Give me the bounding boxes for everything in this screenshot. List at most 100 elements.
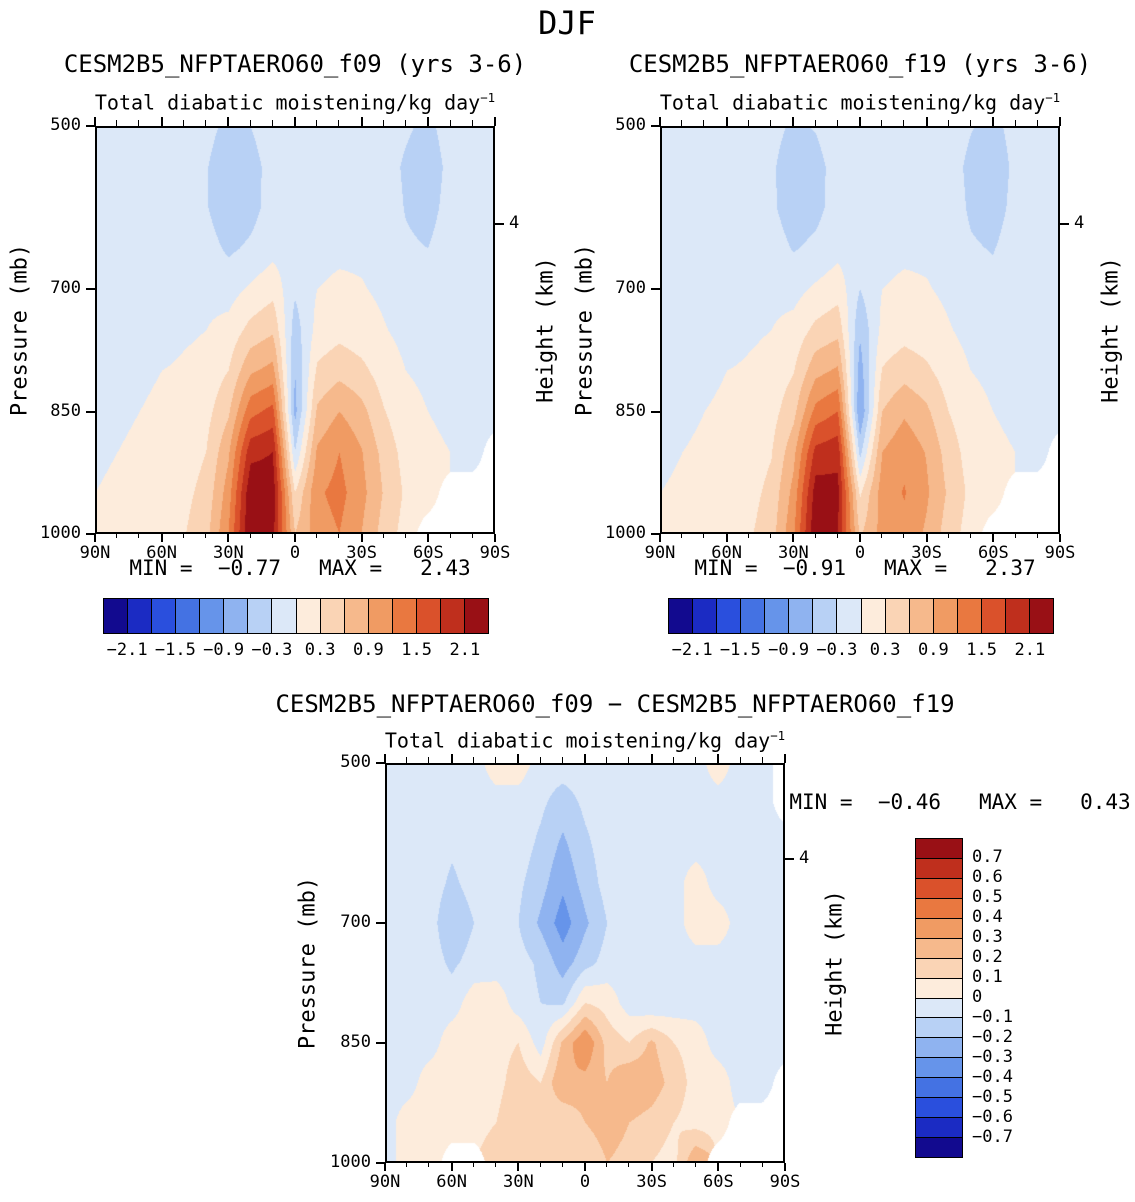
pressure-tick-mark bbox=[651, 533, 660, 535]
colorbar-tick-label: 0.3 bbox=[869, 640, 901, 660]
lat-tick-mark bbox=[925, 534, 928, 542]
lat-tick-mark bbox=[406, 1163, 408, 1167]
colorbar-tick-label: −2.1 bbox=[106, 640, 148, 660]
colorbar-tick-label: −0.4 bbox=[972, 1067, 1013, 1087]
colorbar-cell bbox=[915, 857, 963, 879]
x-tick-label: 60S bbox=[412, 543, 444, 563]
y-tick-label: 700 bbox=[615, 278, 646, 299]
height-tick-label: 4 bbox=[1074, 212, 1085, 233]
colorbar-tick-label: −0.3 bbox=[816, 640, 858, 660]
lat-tick-mark bbox=[761, 1163, 763, 1167]
height-axis-title: Height (km) bbox=[1098, 257, 1124, 403]
colorbar-cell bbox=[915, 1037, 963, 1059]
lat-tick-mark bbox=[1036, 120, 1038, 126]
colorbar-cell bbox=[915, 1097, 963, 1119]
lat-tick-mark bbox=[970, 120, 972, 126]
lat-tick-mark bbox=[1014, 120, 1016, 126]
lat-tick-mark bbox=[717, 1163, 720, 1171]
colorbar-tick-label: −0.5 bbox=[972, 1087, 1013, 1107]
lat-tick-mark bbox=[703, 534, 705, 538]
lat-tick-mark bbox=[495, 1163, 497, 1167]
panel-subtitle: Total diabatic moistening/kg day−1 bbox=[385, 728, 785, 753]
colorbar-tick-label: 0.3 bbox=[304, 640, 336, 660]
colorbar-tick-label: −0.9 bbox=[768, 640, 810, 660]
colorbar-cell bbox=[295, 598, 321, 634]
lat-tick-mark bbox=[992, 117, 995, 126]
x-tick-label: 90S bbox=[479, 543, 511, 563]
height-tick-mark bbox=[495, 222, 504, 225]
lat-tick-mark bbox=[903, 120, 905, 126]
lat-tick-mark bbox=[471, 534, 473, 538]
pressure-tick-mark bbox=[651, 288, 660, 291]
height-tick-mark bbox=[785, 858, 794, 860]
colorbar-cell bbox=[860, 598, 886, 634]
lat-tick-mark bbox=[695, 1163, 697, 1167]
colorbar-tick-label: 0.5 bbox=[972, 887, 1003, 907]
pressure-tick-mark bbox=[86, 288, 95, 291]
lat-tick-mark bbox=[338, 534, 340, 538]
x-tick-label: 30N bbox=[777, 543, 809, 563]
lat-tick-mark bbox=[472, 1163, 474, 1167]
x-tick-label: 60N bbox=[146, 543, 178, 563]
lat-tick-mark bbox=[94, 117, 96, 126]
lat-tick-mark bbox=[471, 120, 473, 126]
lat-tick-mark bbox=[703, 120, 705, 126]
colorbar-cell bbox=[915, 1077, 963, 1099]
x-tick-label: 90S bbox=[769, 1172, 801, 1192]
y-tick-label: 850 bbox=[50, 400, 81, 421]
y-tick-label: 500 bbox=[615, 115, 646, 135]
y-tick-label: 700 bbox=[340, 912, 371, 932]
lat-tick-mark bbox=[494, 534, 496, 542]
colorbar-cell bbox=[199, 598, 225, 634]
panel-subtitle-text: Total diabatic moistening/kg day bbox=[94, 90, 481, 115]
height-tick-mark bbox=[1060, 222, 1069, 225]
colorbar-cell bbox=[463, 598, 489, 634]
x-tick-label: 30N bbox=[212, 543, 244, 563]
colorbar-cell bbox=[915, 897, 963, 919]
panel-subtitle: Total diabatic moistening/kg day−1 bbox=[95, 90, 495, 115]
colorbar-cell bbox=[915, 997, 963, 1019]
lat-tick-mark bbox=[606, 757, 608, 763]
colorbar-cell bbox=[415, 598, 441, 634]
pressure-axis-title: Pressure (mb) bbox=[295, 876, 321, 1050]
lat-tick-mark bbox=[1059, 117, 1061, 126]
lat-tick-mark bbox=[227, 534, 230, 542]
lat-tick-mark bbox=[859, 534, 861, 542]
colorbar-tick-label: 0.6 bbox=[972, 867, 1003, 887]
lat-tick-mark bbox=[294, 117, 296, 126]
colorbar-cell bbox=[127, 598, 153, 634]
colorbar-cell bbox=[915, 937, 963, 959]
lat-tick-mark bbox=[739, 757, 741, 763]
lat-tick-mark bbox=[970, 534, 972, 538]
colorbar bbox=[103, 598, 489, 634]
colorbar-cell bbox=[367, 598, 393, 634]
y-tick-label: 700 bbox=[50, 278, 81, 299]
colorbar-tick-label: 1.5 bbox=[401, 640, 432, 660]
lat-tick-mark bbox=[784, 1163, 786, 1171]
colorbar-cell bbox=[915, 1057, 963, 1079]
colorbar-tick-label: 0.2 bbox=[972, 947, 1003, 967]
lat-tick-mark bbox=[94, 534, 96, 542]
y-tick-label: 850 bbox=[615, 400, 646, 421]
panel-title: CESM2B5_NFPTAERO60_f19 (yrs 3-6) bbox=[628, 50, 1092, 78]
lat-tick-mark bbox=[659, 534, 661, 542]
colorbar-cell bbox=[915, 877, 963, 899]
lat-tick-mark bbox=[681, 534, 683, 538]
colorbar-tick-label: −0.3 bbox=[972, 1047, 1013, 1067]
lat-tick-mark bbox=[717, 754, 720, 763]
lat-tick-mark bbox=[681, 120, 683, 126]
pressure-tick-mark bbox=[86, 125, 95, 127]
height-axis-title: Height (km) bbox=[822, 890, 848, 1036]
lat-tick-mark bbox=[1036, 534, 1038, 538]
colorbar-cell bbox=[915, 1117, 963, 1139]
colorbar-cell bbox=[716, 598, 742, 634]
lat-tick-mark bbox=[495, 757, 497, 763]
colorbar-cell bbox=[740, 598, 766, 634]
pressure-tick-mark bbox=[376, 1042, 385, 1044]
colorbar-tick-label: −2.1 bbox=[671, 640, 713, 660]
contour-plot-canvas bbox=[95, 126, 495, 534]
lat-tick-mark bbox=[384, 1163, 386, 1171]
lat-tick-mark bbox=[405, 534, 407, 538]
lat-tick-mark bbox=[747, 120, 749, 126]
